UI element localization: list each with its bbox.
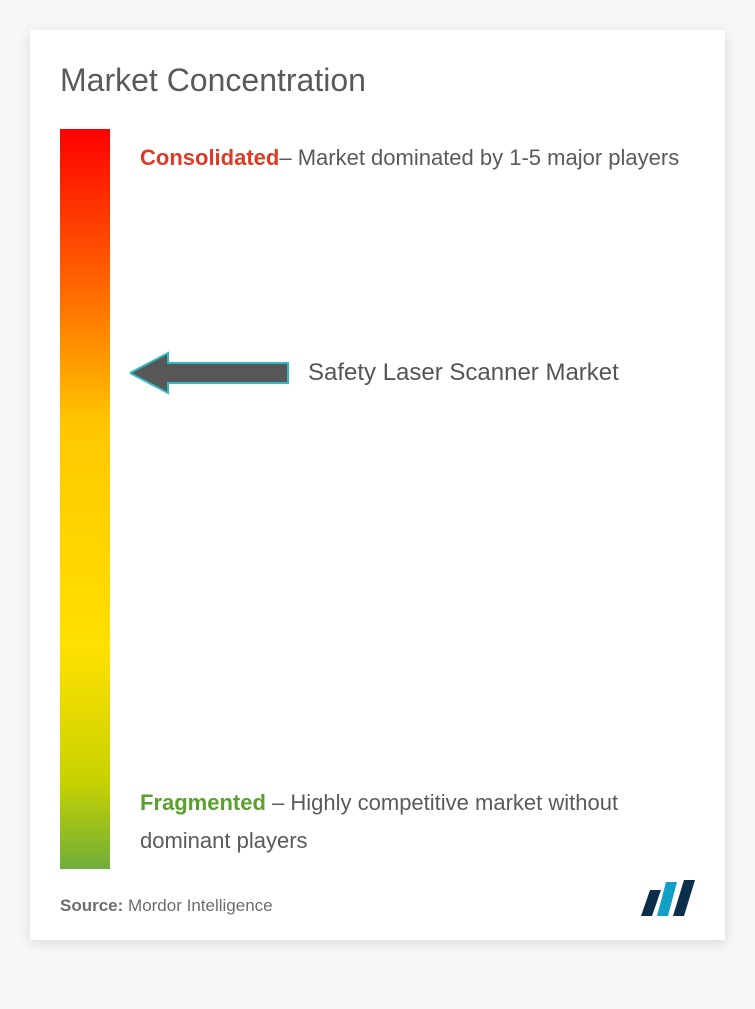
source-prefix: Source:	[60, 896, 128, 915]
gradient-bar	[60, 129, 110, 869]
consolidated-label: Consolidated– Market dominated by 1-5 ma…	[140, 139, 685, 176]
market-pointer: Safety Laser Scanner Market	[130, 349, 619, 397]
card-title: Market Concentration	[60, 62, 695, 99]
arrow-left-icon	[130, 349, 290, 397]
content-row: Consolidated– Market dominated by 1-5 ma…	[60, 129, 695, 869]
consolidated-term: Consolidated	[140, 145, 279, 170]
fragmented-term: Fragmented	[140, 790, 266, 815]
consolidated-desc: – Market dominated by 1-5 major players	[279, 145, 679, 170]
source-text: Source: Mordor Intelligence	[60, 896, 273, 916]
labels-column: Consolidated– Market dominated by 1-5 ma…	[130, 129, 695, 869]
fragmented-label: Fragmented – Highly competitive market w…	[140, 784, 685, 859]
market-name: Safety Laser Scanner Market	[308, 359, 619, 387]
source-name: Mordor Intelligence	[128, 896, 273, 915]
mi-logo-icon	[641, 880, 695, 916]
concentration-card: Market Concentration Consolidated– Marke…	[30, 30, 725, 940]
source-line: Source: Mordor Intelligence	[60, 880, 695, 916]
